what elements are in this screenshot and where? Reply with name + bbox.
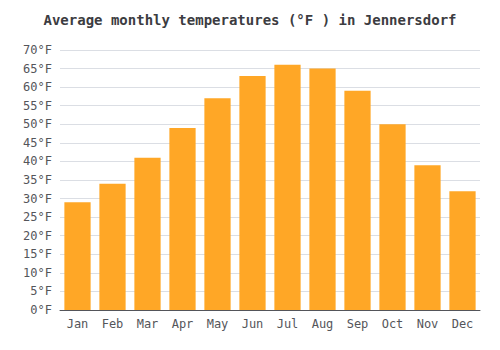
- svg-text:Nov: Nov: [417, 317, 439, 331]
- svg-text:25°F: 25°F: [23, 210, 52, 224]
- svg-text:40°F: 40°F: [23, 154, 52, 168]
- svg-text:30°F: 30°F: [23, 192, 52, 206]
- svg-text:Sep: Sep: [347, 317, 369, 331]
- svg-text:Average monthly temperatures (: Average monthly temperatures (°F ) in Je…: [43, 12, 456, 28]
- svg-text:15°F: 15°F: [23, 247, 52, 261]
- svg-text:Apr: Apr: [172, 317, 194, 331]
- svg-text:May: May: [207, 317, 229, 331]
- svg-text:Oct: Oct: [382, 317, 404, 331]
- svg-text:Aug: Aug: [312, 317, 334, 331]
- svg-text:Dec: Dec: [452, 317, 474, 331]
- svg-text:Jan: Jan: [67, 317, 89, 331]
- svg-text:20°F: 20°F: [23, 229, 52, 243]
- svg-text:70°F: 70°F: [23, 43, 52, 57]
- svg-text:Jun: Jun: [242, 317, 264, 331]
- svg-text:Jul: Jul: [277, 317, 299, 331]
- svg-text:Feb: Feb: [102, 317, 124, 331]
- svg-text:0°F: 0°F: [30, 303, 52, 317]
- svg-text:65°F: 65°F: [23, 62, 52, 76]
- svg-text:Mar: Mar: [137, 317, 159, 331]
- svg-text:45°F: 45°F: [23, 136, 52, 150]
- svg-text:5°F: 5°F: [30, 284, 52, 298]
- svg-text:35°F: 35°F: [23, 173, 52, 187]
- svg-text:10°F: 10°F: [23, 266, 52, 280]
- svg-text:60°F: 60°F: [23, 80, 52, 94]
- svg-text:50°F: 50°F: [23, 117, 52, 131]
- svg-text:55°F: 55°F: [23, 99, 52, 113]
